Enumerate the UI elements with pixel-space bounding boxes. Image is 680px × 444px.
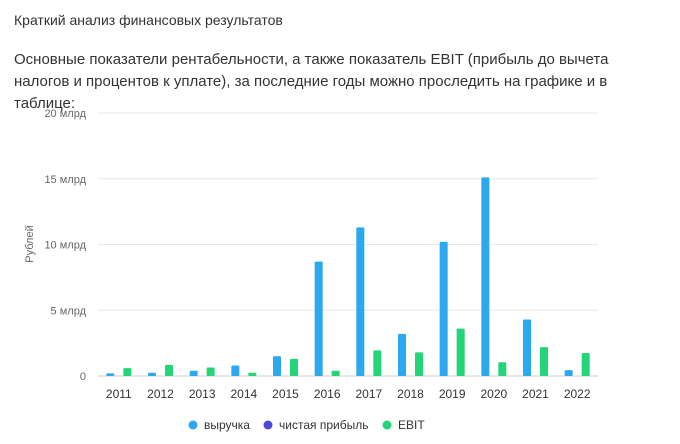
legend-marker — [188, 420, 198, 430]
bar-выручка-2020[interactable] — [481, 177, 490, 376]
bar-EBIT-2015[interactable] — [290, 358, 298, 376]
bar-выручка-2015[interactable] — [273, 356, 281, 376]
x-tick-label: 2022 — [564, 387, 591, 401]
bar-EBIT-2018[interactable] — [415, 352, 423, 376]
bar-выручка-2013[interactable] — [189, 370, 198, 376]
legend-item[interactable]: выручка — [188, 418, 251, 432]
y-tick-label: 5 млрд — [51, 305, 87, 317]
x-tick-label: 2017 — [355, 387, 382, 401]
bar-EBIT-2021[interactable] — [540, 347, 548, 376]
bar-EBIT-2020[interactable] — [498, 362, 507, 376]
bar-EBIT-2017[interactable] — [373, 350, 382, 376]
x-tick-label: 2021 — [522, 387, 549, 401]
bars — [106, 177, 590, 376]
y-tick-label: 0 — [80, 371, 86, 383]
bar-выручка-2018[interactable] — [398, 333, 406, 376]
bar-EBIT-2022[interactable] — [581, 352, 590, 376]
y-tick-label: 15 млрд — [44, 174, 86, 186]
bar-EBIT-2016[interactable] — [331, 370, 340, 376]
bar-EBIT-2011[interactable] — [123, 368, 132, 376]
legend-marker — [382, 420, 392, 430]
x-tick-label: 2013 — [189, 387, 216, 401]
bar-EBIT-2019[interactable] — [456, 328, 465, 376]
grid-lines — [98, 112, 598, 377]
x-tick-label: 2019 — [439, 387, 466, 401]
legend: выручка чистая прибыль EBIT — [188, 418, 426, 432]
bar-EBIT-2013[interactable] — [206, 367, 215, 376]
y-axis-label: Рублей — [24, 225, 36, 262]
page-heading: Краткий анализ финансовых результатов — [14, 12, 283, 28]
x-tick-label: 2014 — [230, 387, 257, 401]
legend-item[interactable]: EBIT — [382, 418, 426, 432]
x-tick-label: 2015 — [272, 387, 299, 401]
bar-выручка-2016[interactable] — [314, 261, 323, 376]
bar-выручка-2012[interactable] — [148, 372, 156, 376]
bar-EBIT-2012[interactable] — [165, 364, 173, 376]
bar-EBIT-2014[interactable] — [248, 372, 257, 376]
bar-выручка-2022[interactable] — [564, 370, 573, 376]
x-tick-label: 2011 — [106, 387, 132, 401]
y-tick-label: 10 млрд — [44, 240, 86, 252]
legend-item[interactable]: чистая прибыль — [263, 418, 369, 432]
bar-выручка-2021[interactable] — [523, 319, 531, 376]
bar-выручка-2011[interactable] — [106, 373, 115, 376]
bar-выручка-2019[interactable] — [439, 241, 448, 376]
x-tick-label: 2016 — [314, 387, 341, 401]
x-axis-ticks: 2011 2012 2013 2014 2015 2016 2017 2018 2019 2020… — [106, 387, 591, 401]
x-tick-label: 2018 — [397, 387, 424, 401]
bar-выручка-2017[interactable] — [356, 227, 365, 376]
bar-выручка-2014[interactable] — [231, 365, 240, 376]
y-tick-label: 20 млрд — [44, 108, 86, 120]
legend-label: выручка — [204, 418, 250, 432]
legend-label: EBIT — [398, 418, 425, 432]
intro-paragraph: Основные показатели рентабельности, а та… — [14, 51, 609, 112]
y-axis-ticks: 0 5 млрд 10 млрд 15 млрд 20 млрд — [44, 108, 86, 383]
x-tick-label: 2012 — [147, 387, 174, 401]
legend-marker — [263, 420, 273, 430]
legend-label: чистая прибыль — [279, 418, 368, 432]
x-tick-label: 2020 — [480, 387, 507, 401]
